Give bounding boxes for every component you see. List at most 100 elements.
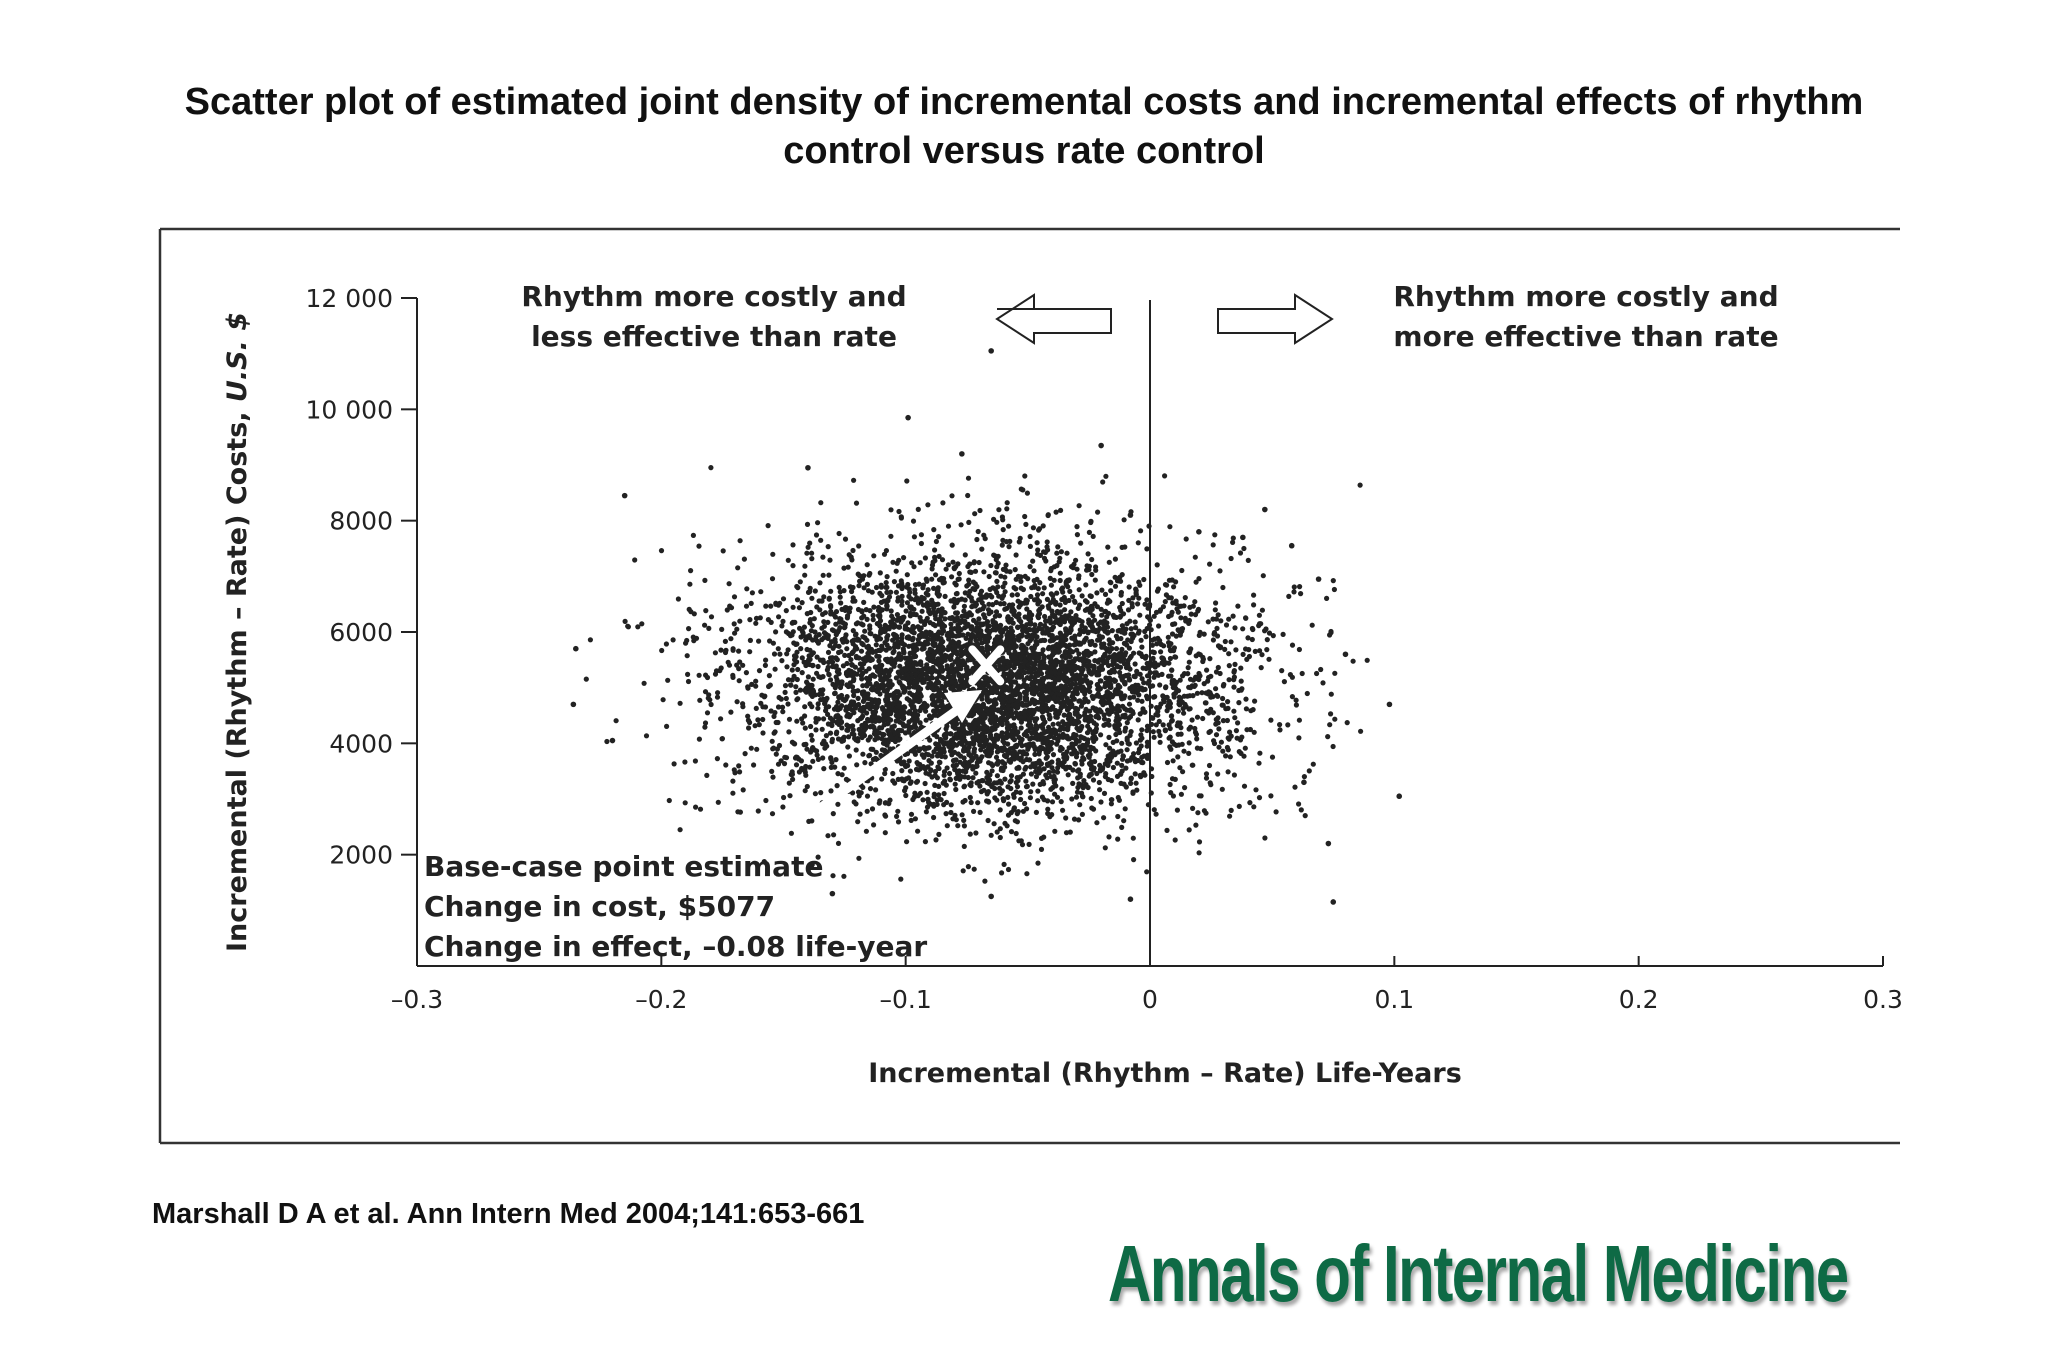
scatter-point — [966, 653, 972, 659]
scatter-point — [1227, 754, 1233, 760]
scatter-point — [830, 681, 836, 688]
scatter-point — [1186, 827, 1192, 833]
scatter-point — [1224, 744, 1230, 751]
scatter-point — [788, 682, 794, 688]
scatter-point — [873, 584, 880, 591]
scatter-point — [783, 629, 790, 635]
scatter-point — [884, 642, 890, 648]
scatter-point — [1135, 601, 1141, 607]
scatter-point — [1090, 777, 1097, 783]
scatter-point — [870, 746, 876, 753]
scatter-point — [907, 768, 914, 774]
scatter-point — [912, 597, 918, 603]
scatter-point — [825, 649, 832, 656]
scatter-point — [905, 620, 911, 626]
scatter-point — [891, 644, 898, 650]
scatter-point — [991, 701, 998, 707]
scatter-point — [818, 790, 824, 796]
scatter-point — [1102, 694, 1108, 700]
scatter-point — [1092, 577, 1098, 583]
scatter-point — [1005, 703, 1012, 709]
scatter-point — [906, 710, 912, 716]
scatter-point — [1066, 642, 1072, 648]
scatter-point — [1228, 733, 1234, 739]
scatter-point — [766, 673, 773, 679]
scatter-point — [1005, 812, 1012, 818]
scatter-point — [1244, 727, 1250, 733]
scatter-point — [1138, 651, 1144, 657]
scatter-point — [1204, 667, 1210, 673]
scatter-point — [1002, 776, 1008, 782]
scatter-point — [1088, 603, 1094, 610]
scatter-point — [1076, 573, 1082, 579]
scatter-point — [1028, 616, 1034, 622]
scatter-point — [796, 605, 803, 611]
scatter-point — [875, 607, 882, 614]
scatter-point — [1079, 688, 1085, 694]
scatter-point — [785, 701, 791, 707]
scatter-point — [1032, 751, 1038, 758]
scatter-point — [957, 776, 963, 782]
scatter-point — [1364, 657, 1370, 663]
scatter-point — [923, 717, 929, 723]
scatter-point — [997, 826, 1003, 832]
scatter-point — [1048, 626, 1055, 632]
scatter-point — [934, 797, 940, 803]
scatter-point — [1234, 735, 1240, 741]
scatter-point — [965, 657, 971, 663]
scatter-point — [1081, 639, 1087, 645]
scatter-point — [893, 568, 899, 574]
scatter-point — [1094, 770, 1100, 777]
scatter-point — [983, 594, 989, 600]
scatter-point — [904, 751, 911, 757]
scatter-point — [1331, 586, 1337, 593]
scatter-point — [1144, 546, 1150, 552]
scatter-point — [1119, 544, 1125, 551]
scatter-point — [923, 809, 930, 815]
scatter-point — [780, 709, 786, 715]
scatter-point — [1092, 758, 1098, 765]
scatter-point — [1006, 664, 1012, 670]
scatter-point — [1178, 731, 1184, 737]
scatter-point — [1302, 813, 1308, 819]
scatter-point — [763, 797, 769, 804]
scatter-point — [703, 608, 709, 614]
scatter-point — [832, 690, 838, 696]
scatter-point — [870, 617, 876, 623]
scatter-point — [1189, 717, 1195, 723]
scatter-point — [1002, 574, 1008, 580]
scatter-point — [1310, 761, 1316, 767]
scatter-point — [869, 806, 876, 812]
scatter-point — [994, 829, 1000, 835]
scatter-point — [841, 565, 847, 571]
scatter-point — [658, 548, 665, 554]
scatter-point — [939, 701, 945, 707]
scatter-point — [1128, 775, 1134, 781]
scatter-point — [704, 710, 711, 716]
scatter-point — [1132, 674, 1138, 680]
scatter-point — [801, 659, 807, 665]
scatter-point — [973, 627, 979, 634]
scatter-point — [864, 581, 871, 588]
scatter-point — [1026, 611, 1032, 618]
scatter-point — [986, 601, 992, 607]
scatter-point — [1064, 679, 1070, 685]
scatter-point — [696, 672, 702, 678]
scatter-point — [1091, 765, 1097, 771]
scatter-point — [1058, 799, 1064, 805]
scatter-point — [1158, 701, 1164, 707]
scatter-point — [816, 691, 822, 698]
scatter-point — [665, 677, 671, 683]
scatter-point — [1002, 761, 1008, 767]
scatter-point — [1180, 673, 1186, 679]
scatter-point — [1143, 653, 1149, 659]
scatter-point — [1063, 756, 1070, 762]
scatter-point — [1000, 584, 1006, 590]
scatter-point — [888, 589, 894, 595]
scatter-point — [864, 637, 870, 643]
scatter-point — [1296, 717, 1302, 723]
scatter-point — [1065, 716, 1072, 722]
scatter-point — [825, 833, 831, 839]
scatter-point — [1137, 671, 1143, 677]
scatter-point — [818, 687, 824, 693]
